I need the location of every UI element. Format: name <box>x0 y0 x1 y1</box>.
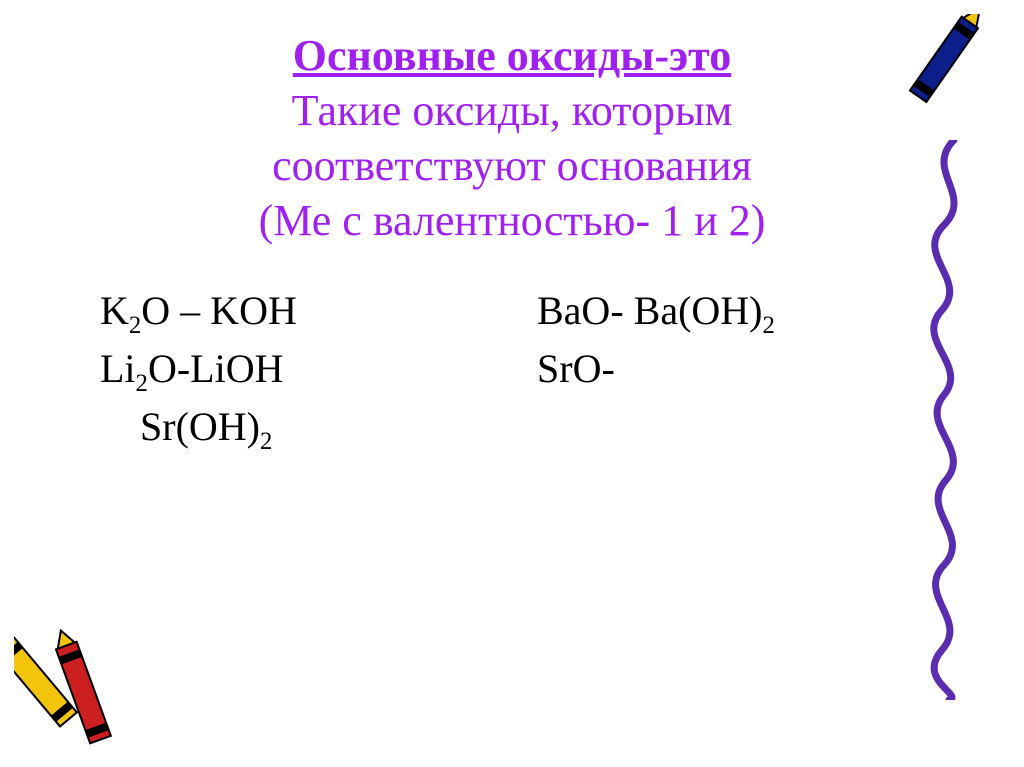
title-line-2: Такие оксиды, которым <box>70 83 954 138</box>
crayon-pair-icon <box>14 617 164 757</box>
title-line-1: Основные оксиды-это <box>70 28 954 83</box>
cell-left: Sr(OH)2 <box>100 398 527 456</box>
cell-left: K2O – KOH <box>100 282 527 340</box>
cell-right: SrO- <box>527 340 954 398</box>
cell-right: BaO- Ba(OH)2 <box>527 282 954 340</box>
cell-right <box>527 398 954 456</box>
crayon-icon <box>896 14 1006 144</box>
cell-left: Li2O-LiOH <box>100 340 527 398</box>
formula-row: Li2O-LiOH SrO- <box>100 340 954 398</box>
formula-row: Sr(OH)2 <box>100 398 954 456</box>
slide: Основные оксиды-это Такие оксиды, которы… <box>0 0 1024 767</box>
title-line-4: (Ме с валентностью- 1 и 2) <box>70 193 954 248</box>
squiggle-decoration <box>914 140 984 700</box>
title-line-3: соответствуют основания <box>70 138 954 193</box>
formula-row: K2O – KOH BaO- Ba(OH)2 <box>100 282 954 340</box>
title-block: Основные оксиды-это Такие оксиды, которы… <box>70 28 954 248</box>
body-block: K2O – KOH BaO- Ba(OH)2 Li2O-LiOH SrO- Sr… <box>70 282 954 456</box>
